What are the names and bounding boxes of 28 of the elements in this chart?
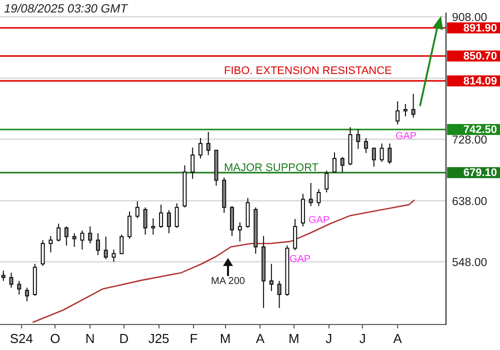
x-tick-label: N	[85, 330, 95, 346]
x-tick-label: A	[393, 330, 402, 346]
x-tick-label: F	[190, 330, 198, 346]
annotation: GAP	[289, 254, 311, 265]
x-tick-label: J	[326, 330, 332, 346]
y-tick-label: 638.00	[452, 196, 488, 208]
ref-line-label: 679.10	[463, 167, 497, 180]
annotation: GAP	[308, 214, 330, 226]
ref-line-label: 742.50	[463, 124, 497, 136]
x-tick-label: D	[119, 330, 129, 346]
x-tick-label: S24	[10, 330, 33, 346]
x-tick-label: O	[50, 330, 60, 346]
annotation: 19/08/2025 03:30 GMT	[4, 1, 130, 16]
y-tick-label: 548.00	[452, 257, 488, 269]
x-tick-label: A	[256, 330, 265, 346]
annotation: FIBO. EXTENSION RESISTANCE	[224, 65, 392, 78]
x-tick-label: M	[288, 330, 300, 346]
y-tick-label: 728.00	[452, 134, 488, 147]
x-tick-label: M	[220, 330, 231, 346]
ref-line-label: 814.09	[463, 75, 497, 88]
ref-line-label: 850.70	[463, 50, 497, 62]
annotation: MA 200	[211, 276, 246, 287]
annotation: GAP	[395, 130, 417, 142]
y-tick-label: 908.00	[452, 12, 488, 24]
x-tick-label: J	[359, 330, 366, 346]
x-tick-label: J25	[148, 330, 170, 346]
ref-line-label: 891.90	[463, 22, 497, 34]
annotation: MAJOR SUPPORT	[224, 162, 319, 174]
